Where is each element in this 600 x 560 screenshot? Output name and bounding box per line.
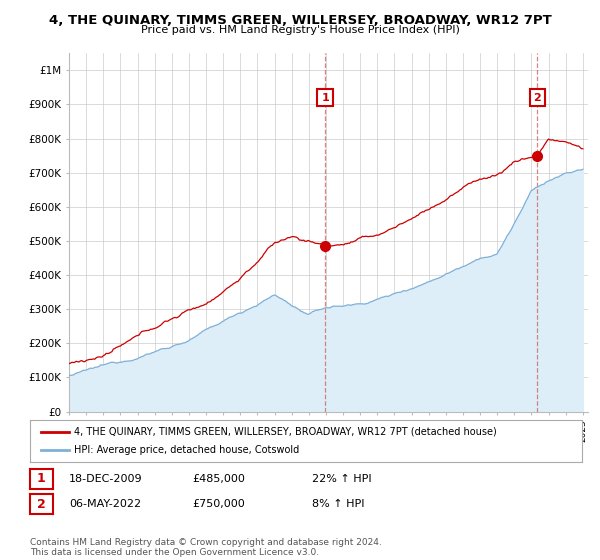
Text: 18-DEC-2009: 18-DEC-2009 <box>69 474 143 484</box>
Text: 8% ↑ HPI: 8% ↑ HPI <box>312 499 365 509</box>
Text: Contains HM Land Registry data © Crown copyright and database right 2024.
This d: Contains HM Land Registry data © Crown c… <box>30 538 382 557</box>
Text: 4, THE QUINARY, TIMMS GREEN, WILLERSEY, BROADWAY, WR12 7PT (detached house): 4, THE QUINARY, TIMMS GREEN, WILLERSEY, … <box>74 427 497 437</box>
Text: 1: 1 <box>37 472 46 486</box>
Text: 4, THE QUINARY, TIMMS GREEN, WILLERSEY, BROADWAY, WR12 7PT: 4, THE QUINARY, TIMMS GREEN, WILLERSEY, … <box>49 14 551 27</box>
Text: £485,000: £485,000 <box>192 474 245 484</box>
Text: 06-MAY-2022: 06-MAY-2022 <box>69 499 141 509</box>
Text: Price paid vs. HM Land Registry's House Price Index (HPI): Price paid vs. HM Land Registry's House … <box>140 25 460 35</box>
Text: HPI: Average price, detached house, Cotswold: HPI: Average price, detached house, Cots… <box>74 445 299 455</box>
Text: £750,000: £750,000 <box>192 499 245 509</box>
Text: 2: 2 <box>37 497 46 511</box>
Text: 22% ↑ HPI: 22% ↑ HPI <box>312 474 371 484</box>
Text: 1: 1 <box>322 92 329 102</box>
Text: 2: 2 <box>533 92 541 102</box>
